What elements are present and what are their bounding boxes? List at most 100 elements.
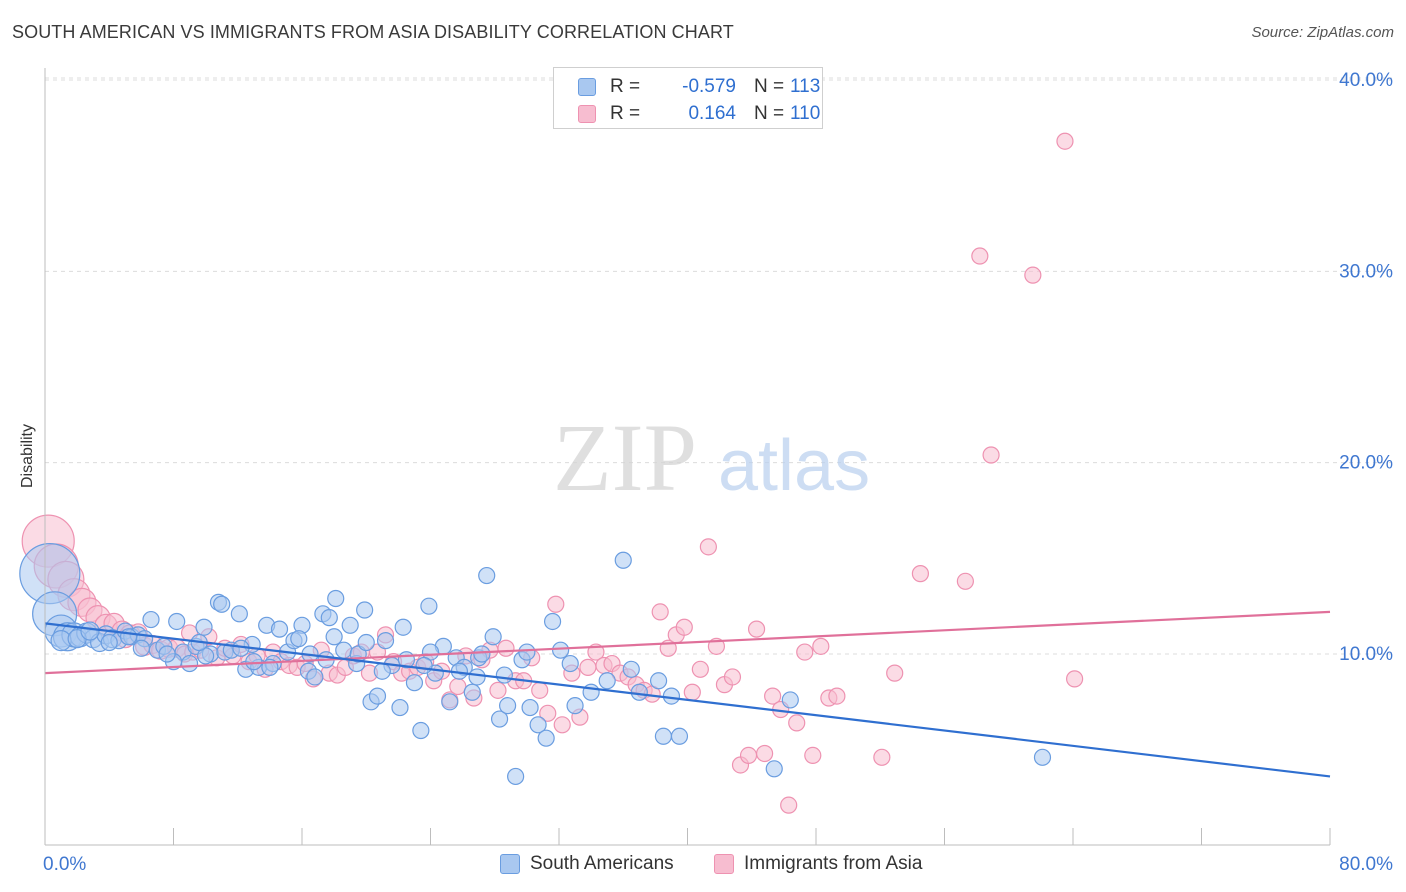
trend-line-immigrants-from-asia xyxy=(44,610,1331,675)
watermark-atlas: atlas xyxy=(718,426,870,506)
data-point xyxy=(394,618,412,636)
data-point xyxy=(788,714,806,732)
data-point xyxy=(579,658,597,676)
data-point xyxy=(373,662,391,680)
data-point xyxy=(622,660,640,678)
data-point xyxy=(180,654,199,673)
data-point xyxy=(662,687,681,705)
x-tick-label: 80.0% xyxy=(1339,854,1393,875)
data-point xyxy=(670,727,689,745)
data-point xyxy=(507,767,525,786)
n-value: 110 xyxy=(790,103,821,124)
r-label: R = xyxy=(610,76,641,97)
data-point xyxy=(614,551,632,569)
trend-lines xyxy=(44,610,1331,778)
r-value: -0.579 xyxy=(682,76,736,97)
data-point xyxy=(495,666,513,684)
data-point xyxy=(804,746,822,765)
data-point xyxy=(543,612,562,631)
data-point xyxy=(341,616,359,634)
data-point xyxy=(213,595,231,613)
data-point xyxy=(780,796,798,814)
data-point xyxy=(132,639,150,657)
data-point xyxy=(911,565,930,583)
data-point xyxy=(290,630,308,648)
data-point xyxy=(886,664,904,682)
data-point xyxy=(518,643,536,661)
data-point xyxy=(320,609,338,627)
data-point xyxy=(982,446,1000,464)
data-point xyxy=(531,681,549,699)
data-point xyxy=(119,628,138,646)
legend-swatch-blue xyxy=(500,854,520,874)
y-tick-label: 30.0% xyxy=(1339,261,1393,282)
legend-label: South Americans xyxy=(530,853,674,874)
legend-swatch-pink xyxy=(714,854,734,874)
data-point xyxy=(630,683,648,701)
data-point xyxy=(1056,132,1074,150)
data-point xyxy=(100,633,118,652)
axes: 10.0% 20.0% 30.0% 40.0% 0.0% 80.0% xyxy=(43,68,1393,875)
data-point xyxy=(873,748,891,766)
data-point xyxy=(561,654,579,673)
data-point xyxy=(478,566,496,585)
data-point xyxy=(539,704,557,722)
data-point xyxy=(368,687,387,705)
data-point xyxy=(412,721,430,740)
data-point xyxy=(80,621,100,641)
data-point xyxy=(306,668,324,686)
data-point xyxy=(168,612,186,631)
data-point xyxy=(245,653,263,671)
data-point xyxy=(537,729,555,747)
legend-swatch-blue xyxy=(578,78,596,96)
data-point xyxy=(142,610,160,629)
data-point xyxy=(651,603,669,621)
data-point xyxy=(553,716,571,734)
data-point xyxy=(649,672,668,690)
data-point xyxy=(376,632,395,650)
data-point xyxy=(529,716,547,734)
grid-layer xyxy=(45,77,1392,655)
trend-line-south-americans xyxy=(44,622,1331,778)
data-point xyxy=(552,641,570,659)
data-point xyxy=(415,656,433,675)
data-point xyxy=(654,727,673,745)
n-value: 113 xyxy=(790,76,821,97)
data-point xyxy=(357,633,375,652)
data-point xyxy=(747,620,766,638)
r-label: R = xyxy=(610,103,641,124)
y-tick-label: 40.0% xyxy=(1339,70,1393,91)
data-point xyxy=(441,693,459,711)
data-point xyxy=(547,595,565,613)
data-point xyxy=(158,645,176,663)
data-point xyxy=(683,683,701,701)
data-point xyxy=(195,618,213,636)
x-tick-label: 0.0% xyxy=(43,854,86,875)
data-point xyxy=(1066,670,1084,688)
data-point xyxy=(956,572,974,590)
chart-title: SOUTH AMERICAN VS IMMIGRANTS FROM ASIA D… xyxy=(12,22,734,42)
data-point xyxy=(463,683,481,701)
y-tick-label: 20.0% xyxy=(1339,453,1393,474)
series-legend: South Americans Immigrants from Asia xyxy=(0,852,1406,878)
data-point xyxy=(499,697,517,715)
data-point xyxy=(765,760,783,778)
data-point xyxy=(489,681,507,699)
data-point xyxy=(327,589,345,608)
n-label: N = xyxy=(754,76,785,97)
y-tick-label: 10.0% xyxy=(1339,644,1393,665)
data-point xyxy=(420,597,438,615)
data-point xyxy=(521,698,539,717)
data-point xyxy=(812,637,830,655)
data-point xyxy=(764,687,782,705)
data-point xyxy=(270,620,289,638)
data-point xyxy=(828,687,846,705)
data-point xyxy=(598,672,616,690)
data-point xyxy=(468,668,486,686)
data-point xyxy=(739,746,758,765)
n-label: N = xyxy=(754,103,785,124)
correlation-legend: R = -0.579 N = 113 R = 0.164 N = 110 xyxy=(553,67,823,129)
watermark: ZIP atlas xyxy=(553,404,870,511)
data-point xyxy=(356,601,374,619)
